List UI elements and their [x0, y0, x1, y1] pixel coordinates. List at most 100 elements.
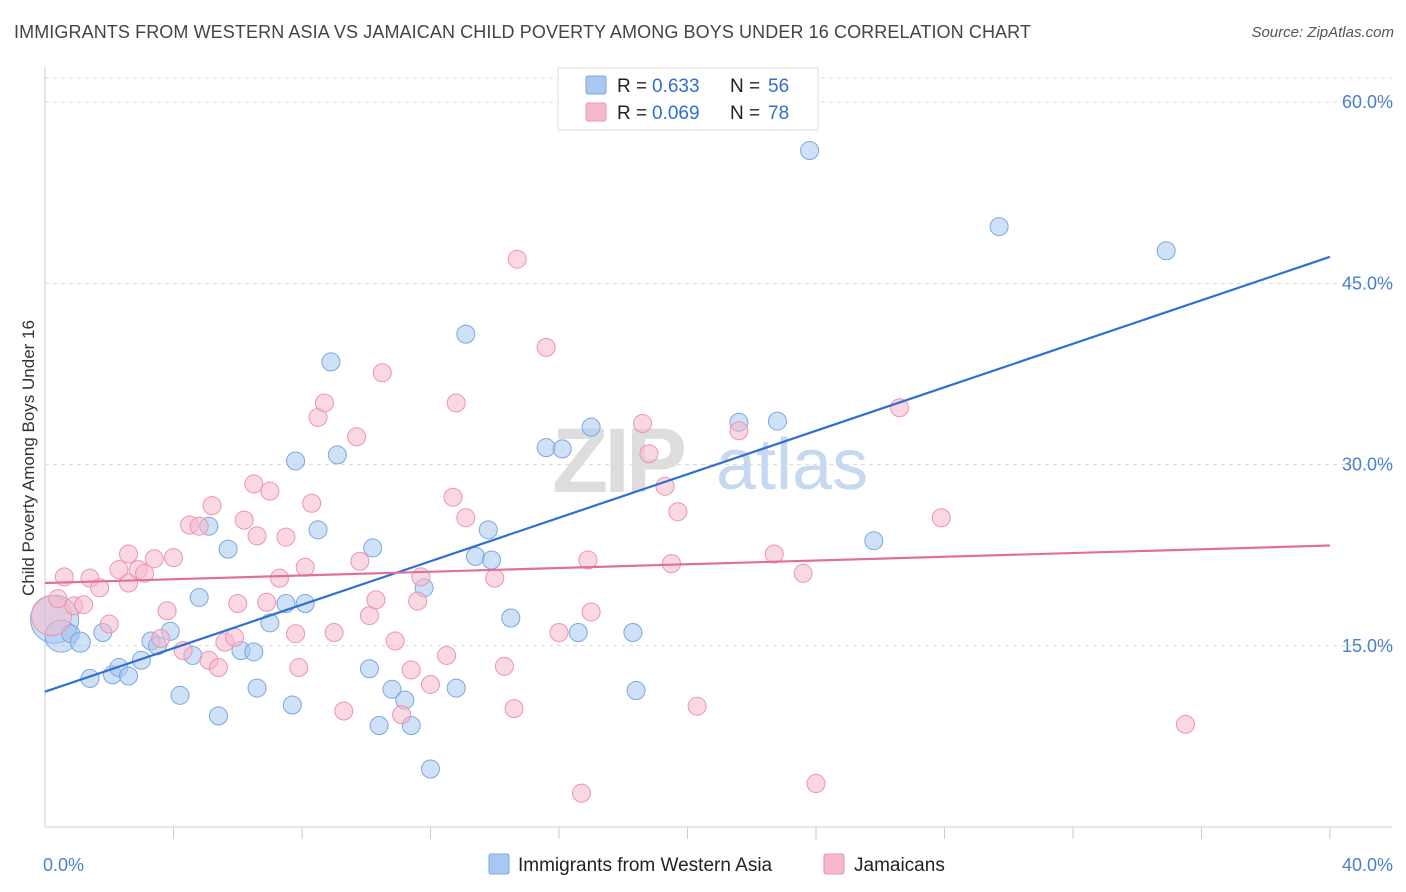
jamaicans-point [443, 487, 463, 507]
y-tick-label: 60.0% [1342, 92, 1393, 112]
western-asia-point [446, 678, 466, 698]
x-tick-label: 40.0% [1342, 855, 1393, 875]
stats-r-label: R = [617, 103, 647, 124]
jamaicans-point [314, 393, 334, 413]
jamaicans-point [208, 658, 228, 678]
western-asia-point [800, 140, 820, 160]
jamaicans-point [99, 614, 119, 634]
jamaicans-point [74, 595, 94, 615]
stats-r-label: R = [617, 76, 647, 97]
jamaicans-point [234, 510, 254, 530]
jamaicans-point [729, 421, 749, 441]
western-asia-point [465, 546, 485, 566]
stats-legend: R = 0.633 N = 56 R = 0.069 N = 78 [557, 67, 819, 131]
legend-swatch-jamaicans [823, 853, 845, 875]
stats-n-value: 78 [768, 103, 789, 124]
western-asia-point [1156, 241, 1176, 261]
jamaicans-point [571, 783, 591, 803]
jamaicans-point [286, 624, 306, 644]
jamaicans-point [687, 696, 707, 716]
jamaicans-point [257, 592, 277, 612]
western-asia-point [189, 587, 209, 607]
western-asia-point [382, 679, 402, 699]
jamaicans-point [109, 560, 129, 580]
series-legend: Immigrants from Western Asia Jamaicans [488, 853, 945, 876]
stats-r-value: 0.069 [652, 103, 700, 124]
jamaicans-point [668, 502, 688, 522]
stats-n-label: N = [730, 103, 760, 124]
axes [44, 67, 1392, 839]
jamaicans-point [764, 544, 784, 564]
western-asia-point [989, 217, 1009, 237]
trend-lines [44, 255, 1331, 693]
western-asia-point [623, 623, 643, 643]
jamaicans-point [392, 705, 412, 725]
jamaicans-point [411, 567, 431, 587]
source-label: Source: ZipAtlas.com [1251, 24, 1394, 41]
western-asia-point [478, 520, 498, 540]
legend-swatch-western-asia [488, 853, 510, 875]
western-asia-point [568, 623, 588, 643]
y-tick-label: 45.0% [1342, 273, 1393, 293]
jamaicans-point [633, 414, 653, 434]
western-asia-point [321, 352, 341, 372]
jamaicans-point [350, 551, 370, 571]
western-asia-point [247, 678, 267, 698]
jamaicans-point [189, 516, 209, 536]
jamaicans-point [347, 427, 367, 447]
jamaicans-point [793, 563, 813, 583]
western-asia-point [767, 411, 787, 431]
jamaicans-point [507, 249, 527, 269]
x-tick-label: 0.0% [43, 855, 84, 875]
stats-r-value: 0.633 [652, 76, 700, 97]
jamaicans-point [494, 656, 514, 676]
jamaicans-point [48, 589, 68, 609]
legend-label-western-asia: Immigrants from Western Asia [518, 855, 773, 876]
chart-title: IMMIGRANTS FROM WESTERN ASIA VS JAMAICAN… [14, 22, 1032, 42]
y-tick-label: 30.0% [1342, 455, 1393, 475]
western-asia-point [208, 706, 228, 726]
western-asia-trend-line [44, 255, 1331, 693]
western-asia-point [552, 439, 572, 459]
jamaicans-point [456, 508, 476, 528]
jamaicans-point [135, 563, 155, 583]
western-asia-point [218, 539, 238, 559]
jamaicans-point [639, 444, 659, 464]
western-asia-point [282, 695, 302, 715]
western-asia-point [421, 759, 440, 779]
jamaicans-point [549, 623, 569, 643]
tick-labels: 15.0% 30.0% 45.0% 60.0% 0.0% 40.0% [43, 92, 1393, 875]
jamaicans-point [437, 645, 457, 665]
jamaicans-point [401, 660, 421, 680]
jamaicans-point [578, 550, 598, 570]
western-asia-point [260, 613, 280, 633]
y-axis-label: Child Poverty Among Boys Under 16 [19, 320, 38, 596]
jamaicans-point [295, 557, 315, 577]
jamaicans-point [157, 601, 177, 621]
data-points [30, 140, 1195, 803]
western-asia-point [581, 417, 601, 437]
grid [45, 77, 1392, 647]
jamaicans-point [90, 578, 110, 598]
jamaicans-point [260, 481, 280, 501]
western-asia-point [482, 550, 502, 570]
jamaicans-point [931, 508, 951, 528]
jamaicans-point [366, 590, 386, 610]
jamaicans-point [485, 568, 505, 588]
jamaicans-point [446, 393, 466, 413]
stats-n-value: 56 [768, 76, 789, 97]
western-asia-point [131, 650, 151, 670]
jamaicans-point [144, 549, 164, 569]
jamaicans-point [1175, 714, 1195, 734]
jamaicans-point [244, 474, 264, 494]
western-asia-point [119, 666, 139, 686]
western-asia-point [170, 685, 190, 705]
western-asia-point [69, 631, 91, 653]
jamaicans-point [421, 674, 440, 694]
jamaicans-point [276, 527, 296, 547]
western-asia-point [286, 451, 306, 471]
jamaicans-point [119, 544, 139, 564]
jamaicans-trend-line [44, 544, 1331, 585]
western-asia-point [363, 538, 383, 558]
